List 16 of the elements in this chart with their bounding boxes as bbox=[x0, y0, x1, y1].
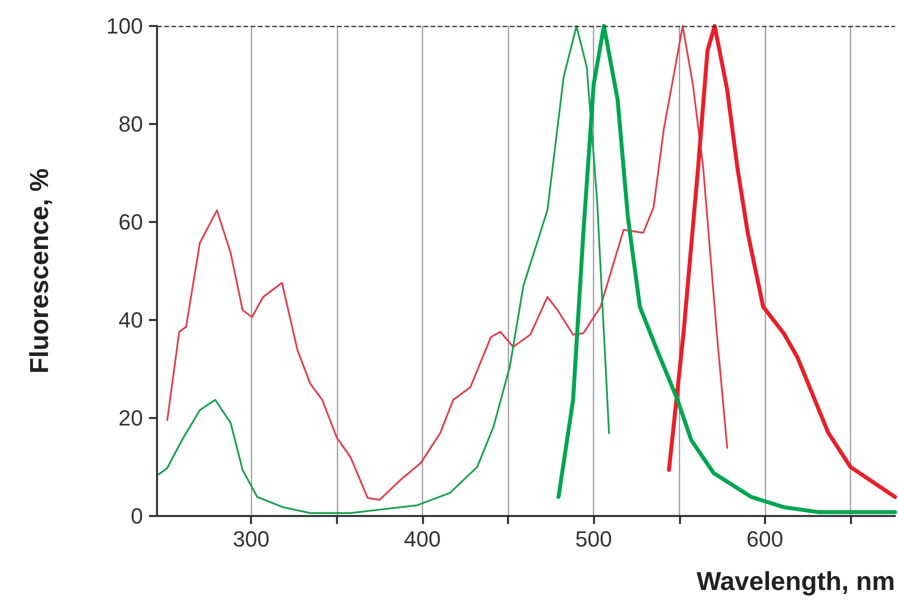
x-tick-label: 500 bbox=[575, 526, 612, 552]
y-tick-label: 20 bbox=[118, 406, 143, 430]
line-series bbox=[666, 24, 897, 499]
y-axis-title: Fluorescence, % bbox=[24, 168, 54, 374]
y-tick-label: 60 bbox=[118, 210, 143, 234]
y-tick-label: 0 bbox=[130, 504, 143, 528]
y-tick-label: 80 bbox=[118, 112, 143, 136]
x-tick-label: 300 bbox=[232, 526, 270, 552]
y-tick-label: 100 bbox=[106, 14, 143, 38]
y-tick-label: 40 bbox=[118, 308, 143, 332]
x-tick-label: 400 bbox=[404, 526, 441, 552]
line-series bbox=[158, 25, 610, 514]
x-axis-title: Wavelength, nm bbox=[696, 566, 895, 596]
line-series bbox=[556, 24, 897, 514]
x-tick-label: 600 bbox=[746, 526, 784, 552]
line-series bbox=[166, 25, 728, 501]
